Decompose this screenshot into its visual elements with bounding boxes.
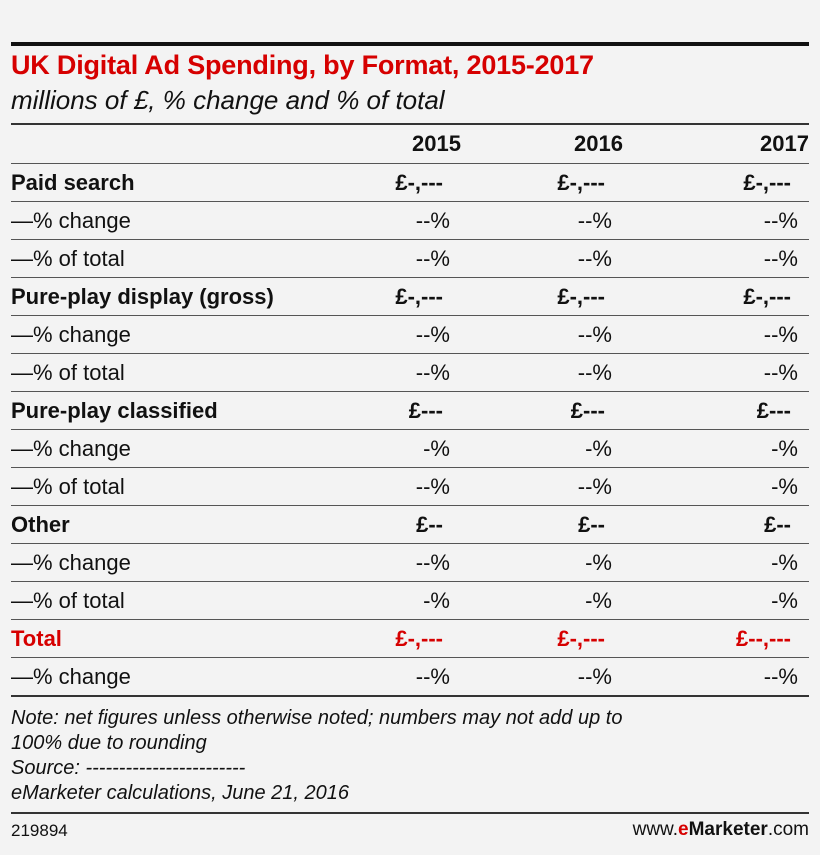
cell-value: £---	[461, 391, 623, 430]
data-table: 2015 2016 2017 Paid search £-,--- £-,--- £-…	[11, 125, 809, 697]
note-line: Note: net figures unless otherwise noted…	[11, 707, 623, 729]
cell-value: -%	[623, 429, 809, 468]
cell-value: --%	[379, 543, 461, 582]
row-label: —% of total	[11, 353, 379, 392]
row-label: —% change	[11, 543, 379, 582]
cell-value: -%	[379, 581, 461, 620]
table-row-category: Other £-- £-- £--	[11, 505, 809, 544]
cell-value: --%	[623, 239, 809, 278]
top-rule	[11, 42, 809, 46]
cell-value: --%	[461, 239, 623, 278]
table-row-category: Pure-play classified £--- £--- £---	[11, 391, 809, 430]
cell-value: £-,---	[461, 163, 623, 202]
cell-value: --%	[623, 657, 809, 697]
table-row-sub: —% change --% --% --%	[11, 201, 809, 240]
cell-value: £--	[379, 505, 461, 544]
cell-value: £-,---	[379, 277, 461, 316]
brand-link[interactable]: www.eMarketer.com	[633, 819, 809, 841]
cell-value: £---	[623, 391, 809, 430]
footer-rule	[11, 812, 809, 814]
row-label: Other	[11, 505, 379, 544]
cell-value: -%	[461, 581, 623, 620]
cell-value: --%	[623, 315, 809, 354]
row-label: Total	[11, 619, 379, 658]
note-line: 100% due to rounding	[11, 732, 207, 754]
cell-value: --%	[461, 353, 623, 392]
cell-value: £-,---	[623, 163, 809, 202]
row-label: Paid search	[11, 163, 379, 202]
cell-value: --%	[379, 315, 461, 354]
table-row-sub: —% change -% -% -%	[11, 429, 809, 468]
row-label: —% of total	[11, 239, 379, 278]
cell-value: --%	[379, 467, 461, 506]
cell-value: -%	[461, 429, 623, 468]
source-line: eMarketer calculations, June 21, 2016	[11, 782, 349, 804]
table-row-sub: —% of total --% --% --%	[11, 353, 809, 392]
cell-value: £-,---	[379, 163, 461, 202]
table-row-category: Pure-play display (gross) £-,--- £-,--- £-,…	[11, 277, 809, 316]
cell-value: £--,---	[623, 619, 809, 658]
cell-value: --%	[461, 657, 623, 697]
row-label: Pure-play display (gross)	[11, 277, 379, 316]
table-row-sub: —% of total --% --% --%	[11, 239, 809, 278]
row-label: Pure-play classified	[11, 391, 379, 430]
column-header-2015: 2015	[379, 125, 461, 164]
column-header-2016: 2016	[461, 125, 623, 164]
table-row-sub: —% change --% --% --%	[11, 315, 809, 354]
cell-value: --%	[379, 201, 461, 240]
row-label: —% change	[11, 315, 379, 354]
chart-title: UK Digital Ad Spending, by Format, 2015-…	[11, 50, 594, 80]
cell-value: --%	[461, 315, 623, 354]
cell-value: --%	[379, 353, 461, 392]
header-rule	[11, 123, 809, 125]
row-label: —% change	[11, 429, 379, 468]
notes: Note: net figures unless otherwise noted…	[11, 706, 801, 806]
cell-value: £--	[623, 505, 809, 544]
chart-id: 219894	[11, 821, 68, 840]
cell-value: £---	[379, 391, 461, 430]
cell-value: £--	[461, 505, 623, 544]
table-row-category: Paid search £-,--- £-,--- £-,---	[11, 163, 809, 202]
row-label: —% change	[11, 657, 379, 697]
column-header-2017: 2017	[623, 125, 809, 164]
corner-cell	[11, 125, 379, 164]
cell-value: --%	[461, 467, 623, 506]
brand-suffix: .com	[767, 819, 809, 840]
cell-value: £-,---	[379, 619, 461, 658]
cell-value: -%	[379, 429, 461, 468]
header-row: 2015 2016 2017	[11, 125, 809, 164]
table-row-sub: —% of total -% -% -%	[11, 581, 809, 620]
cell-value: -%	[623, 581, 809, 620]
cell-value: --%	[379, 239, 461, 278]
row-label: —% of total	[11, 581, 379, 620]
table-row-sub: —% change --% -% -%	[11, 543, 809, 582]
table-row-sub: —% change --% --% --%	[11, 657, 809, 697]
cell-value: -%	[623, 467, 809, 506]
brand-prefix: www.	[632, 819, 679, 840]
row-label: —% of total	[11, 467, 379, 506]
table-row-sub: —% of total --% --% -%	[11, 467, 809, 506]
cell-value: --%	[461, 201, 623, 240]
cell-value: --%	[623, 353, 809, 392]
brand-e: e	[678, 819, 689, 840]
cell-value: £-,---	[461, 619, 623, 658]
source-line: Source: ------------------------	[11, 757, 246, 779]
table-row-total: Total £-,--- £-,--- £--,---	[11, 619, 809, 658]
cell-value: --%	[623, 201, 809, 240]
brand-main: Marketer	[688, 819, 768, 840]
cell-value: £-,---	[461, 277, 623, 316]
cell-value: -%	[623, 543, 809, 582]
chart-subtitle: millions of £, % change and % of total	[11, 85, 445, 115]
cell-value: -%	[461, 543, 623, 582]
cell-value: £-,---	[623, 277, 809, 316]
cell-value: --%	[379, 657, 461, 697]
row-label: —% change	[11, 201, 379, 240]
